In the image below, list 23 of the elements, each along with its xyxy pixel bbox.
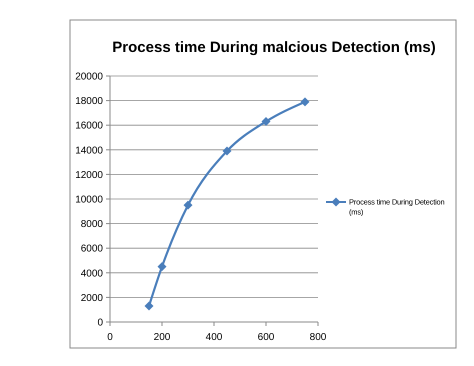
x-tick-label: 400 <box>206 332 223 343</box>
point <box>262 117 270 126</box>
y-tick-label: 4000 <box>80 268 104 280</box>
point <box>158 262 166 272</box>
y-tick-label: 10000 <box>75 194 104 206</box>
y-tick-label: 2000 <box>80 292 104 304</box>
x-tick-label: 200 <box>154 332 171 343</box>
y-tick-label: 20000 <box>75 72 104 82</box>
point <box>144 302 154 311</box>
x-tick-label: 0 <box>107 332 114 343</box>
y-tick-label: 0 <box>97 318 104 328</box>
point <box>184 200 192 210</box>
chart-title: Process time During malcious Detection (ms) <box>112 39 436 56</box>
y-tick-label: 6000 <box>80 244 104 255</box>
y-tick-label: 14000 <box>75 145 104 156</box>
point <box>222 146 232 156</box>
point <box>300 97 310 106</box>
x-tick-label: 800 <box>310 332 327 343</box>
y-tick-label: 16000 <box>75 120 104 132</box>
y-tick-label: 18000 <box>75 96 104 108</box>
y-tick-label: 12000 <box>75 170 104 181</box>
y-tick-label: 8000 <box>80 219 104 230</box>
x-tick-label: 600 <box>258 332 275 343</box>
